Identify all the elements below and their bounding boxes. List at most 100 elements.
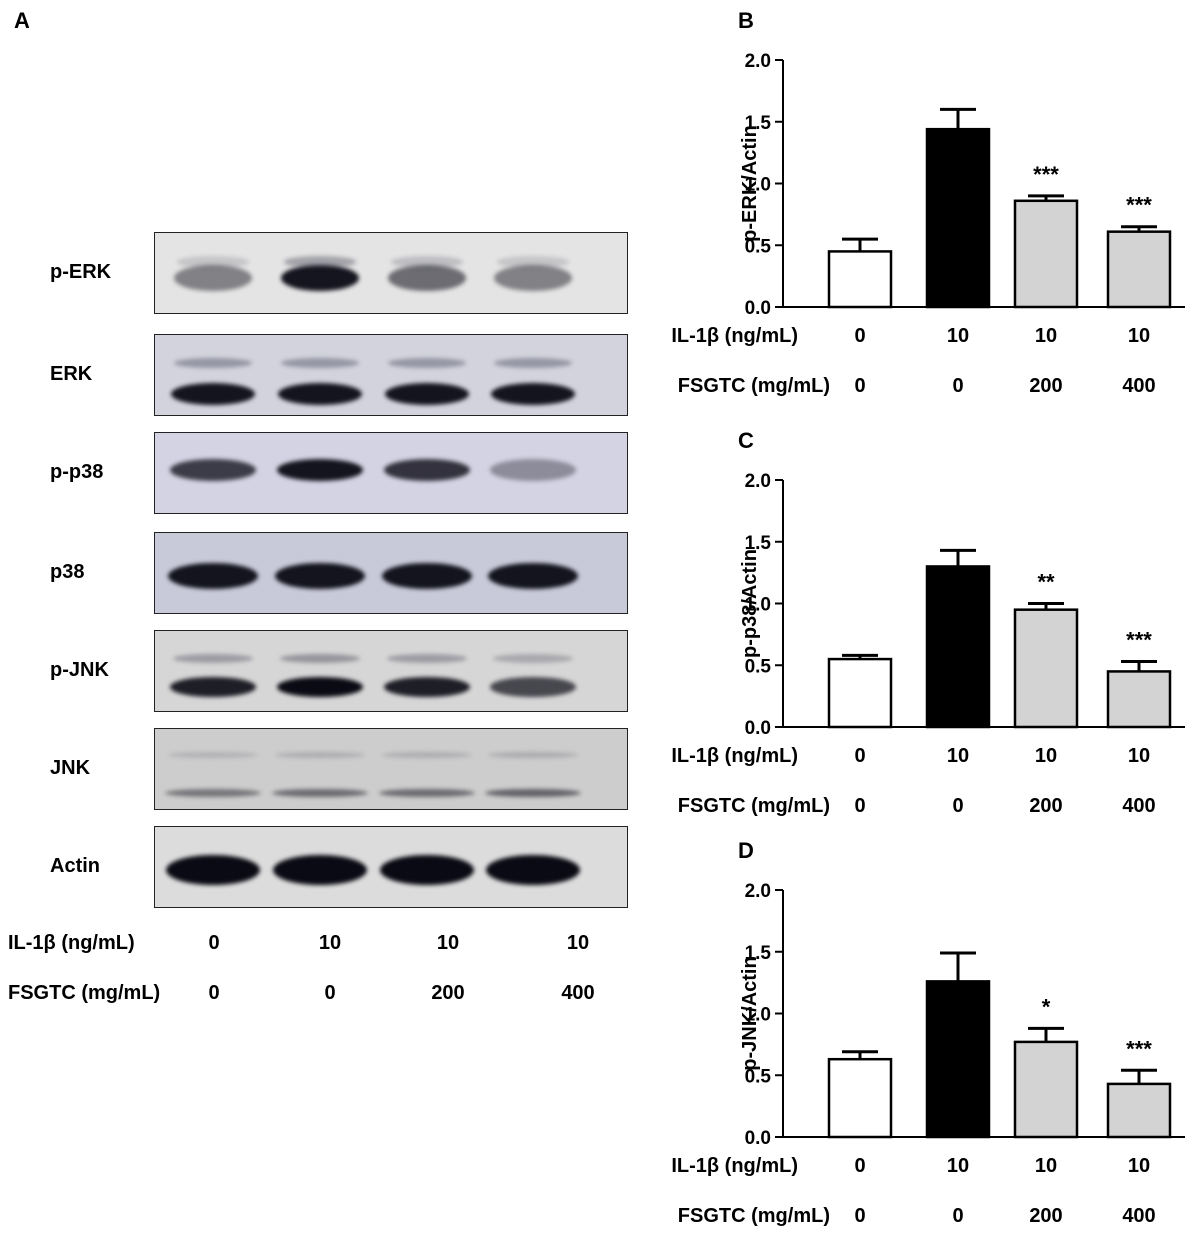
blot-band-upper xyxy=(497,255,569,268)
il1b-label: IL-1β (ng/mL) xyxy=(671,745,798,767)
blot-band xyxy=(491,383,575,406)
significance-marker: *** xyxy=(1033,162,1059,187)
significance-marker: *** xyxy=(1126,193,1152,218)
blot-band xyxy=(272,788,368,797)
blot-band xyxy=(275,562,365,589)
il1b-value: 10 xyxy=(1128,745,1150,767)
fsgtc-label: FSGTC (mg/mL) xyxy=(678,795,830,817)
il1b-value: 0 xyxy=(854,1155,865,1177)
bar xyxy=(827,250,893,309)
bar xyxy=(1013,1040,1079,1139)
fsgtc-value: 200 xyxy=(1029,795,1062,817)
blot-fsgtc-value: 0 xyxy=(208,982,220,1004)
blot-band-upper xyxy=(275,751,365,758)
fsgtc-value: 0 xyxy=(952,795,963,817)
western-blot-panel: A p-ERK ERK p-p38 p38 p-JNK JNK Actin IL-1β (n… xyxy=(8,8,628,1004)
il1b-value: 10 xyxy=(1128,1155,1150,1177)
bar xyxy=(827,657,893,729)
blot-band xyxy=(380,854,474,885)
panel-letter: B xyxy=(738,8,754,33)
bar-chart-p-jnk: D0.00.51.01.52.0p-JNK/Actin ****IL-1β (ng… xyxy=(671,838,1185,1227)
y-tick-label: 1.0 xyxy=(745,175,771,196)
il1b-value: 10 xyxy=(1035,1155,1057,1177)
fsgtc-value: 0 xyxy=(952,375,963,397)
blot-strip-jnk xyxy=(154,728,628,810)
blot-band xyxy=(170,458,256,481)
il1b-label: IL-1β (ng/mL) xyxy=(671,1155,798,1177)
il1b-value: 10 xyxy=(947,1155,969,1177)
blot-il1b-label: IL-1β (ng/mL) xyxy=(8,932,135,954)
bar-chart-p-erk: B 0.0 0.5 1.0 1.5 2.0 p-ERK/Actin *** *** IL-1β (… xyxy=(671,8,1185,397)
blot-band xyxy=(388,265,466,292)
fsgtc-value: 0 xyxy=(854,795,865,817)
bar xyxy=(925,565,991,729)
blot-band-upper xyxy=(388,357,466,368)
blot-fsgtc-value: 200 xyxy=(431,982,465,1004)
y-tick-label: 0.5 xyxy=(745,236,772,257)
y-tick-label: 1.0 xyxy=(745,1005,771,1026)
fsgtc-value: 200 xyxy=(1029,375,1062,397)
blot-label-jnk: JNK xyxy=(50,757,91,779)
il1b-value: 10 xyxy=(1035,325,1057,347)
bar xyxy=(827,1057,893,1139)
blot-band-upper xyxy=(173,653,253,663)
panel-letter: C xyxy=(738,428,754,453)
y-tick-label: 0.5 xyxy=(745,656,772,677)
blot-strip-p-erk xyxy=(154,232,628,314)
blot-il1b-value: 10 xyxy=(566,932,590,954)
bar xyxy=(925,980,991,1139)
blot-band xyxy=(490,458,576,481)
blot-band-upper xyxy=(177,255,249,268)
significance-marker: *** xyxy=(1126,1036,1152,1061)
blot-band xyxy=(486,854,580,885)
blot-band xyxy=(494,265,572,292)
bar xyxy=(1106,670,1172,729)
bar-chart-p-p38: C0.00.51.01.52.0p-p38/Actin *****IL-1β (n… xyxy=(671,428,1185,817)
y-tick-label: 2.0 xyxy=(745,51,771,72)
blot-band xyxy=(281,265,359,292)
fsgtc-value: 400 xyxy=(1122,375,1155,397)
panel-letter: D xyxy=(738,838,754,863)
bar xyxy=(1013,608,1079,729)
blot-band xyxy=(384,676,470,697)
il1b-value: 0 xyxy=(854,325,865,347)
blot-band xyxy=(382,562,472,589)
significance-marker: ** xyxy=(1037,570,1055,595)
blot-band xyxy=(166,854,260,885)
blot-label-erk: ERK xyxy=(50,363,93,385)
blot-label-p-jnk: p-JNK xyxy=(50,659,109,681)
blot-fsgtc-value: 0 xyxy=(324,982,336,1004)
blot-band-upper xyxy=(391,255,463,268)
bar xyxy=(1106,230,1172,309)
bar xyxy=(1013,199,1079,309)
il1b-label: IL-1β (ng/mL) xyxy=(671,325,798,347)
blot-fsgtc-value: 400 xyxy=(561,982,595,1004)
blot-band xyxy=(170,676,256,697)
fsgtc-value: 400 xyxy=(1122,1205,1155,1227)
y-tick-label: 2.0 xyxy=(745,881,771,902)
blot-strip-p-p38 xyxy=(154,432,628,514)
blot-band-upper xyxy=(494,357,572,368)
blot-band-upper xyxy=(284,255,356,268)
fsgtc-value: 0 xyxy=(952,1205,963,1227)
y-tick-label: 2.0 xyxy=(745,471,771,492)
y-tick-label: 0.0 xyxy=(745,1128,771,1149)
y-tick-label: 0.5 xyxy=(745,1066,772,1087)
blot-label-p-p38: p-p38 xyxy=(50,461,104,483)
fsgtc-value: 400 xyxy=(1122,795,1155,817)
blot-band xyxy=(165,788,261,797)
il1b-value: 10 xyxy=(947,745,969,767)
blot-band xyxy=(384,458,470,481)
significance-marker: * xyxy=(1042,994,1051,1019)
blot-band xyxy=(171,383,255,406)
significance-marker: *** xyxy=(1126,628,1152,653)
blot-il1b-value: 10 xyxy=(318,932,342,954)
blot-label-actin: Actin xyxy=(50,855,100,877)
fsgtc-label: FSGTC (mg/mL) xyxy=(678,375,830,397)
blot-il1b-value: 0 xyxy=(208,932,220,954)
blot-band-upper xyxy=(168,751,258,758)
y-axis-label: p-ERK/Actin xyxy=(739,125,761,242)
fsgtc-value: 0 xyxy=(854,375,865,397)
blot-band xyxy=(485,788,581,797)
blot-label-p38: p38 xyxy=(50,561,85,583)
